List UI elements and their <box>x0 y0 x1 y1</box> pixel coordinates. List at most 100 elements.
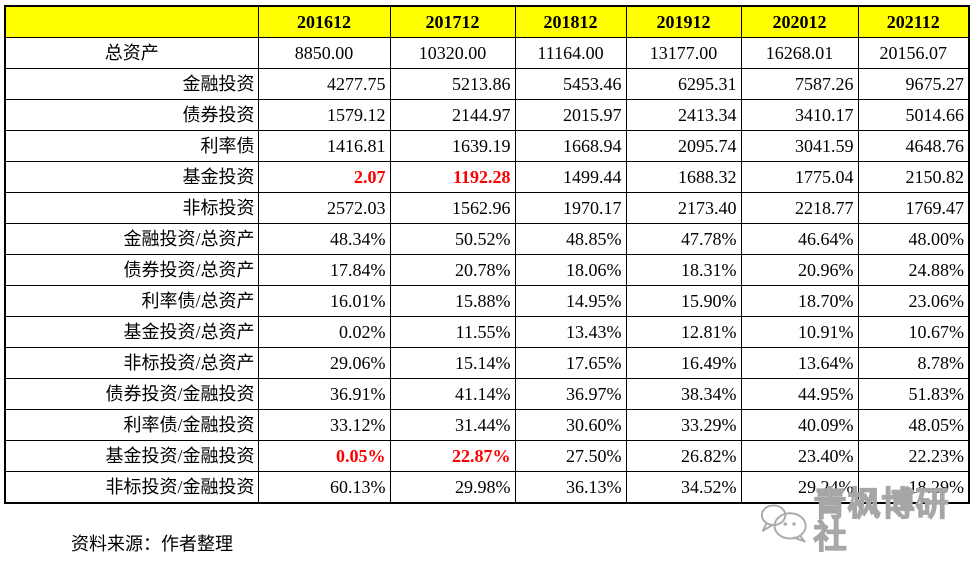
value-cell: 33.29% <box>625 409 742 441</box>
value-cell: 18.06% <box>514 254 627 286</box>
value-cell: 1775.04 <box>740 161 859 193</box>
financial-data-table: 201612 201712 201812 201912 202012 20211… <box>4 5 970 504</box>
value-cell: 30.60% <box>514 409 627 441</box>
row-label: 债券投资/总资产 <box>4 254 259 286</box>
table-row: 非标投资/总资产 29.06% 15.14% 17.65% 16.49% 13.… <box>4 347 970 379</box>
value-cell: 48.00% <box>857 223 970 255</box>
row-label: 金融投资 <box>4 68 259 100</box>
table-row: 基金投资 2.07 1192.28 1499.44 1688.32 1775.0… <box>4 161 970 193</box>
value-cell: 18.31% <box>625 254 742 286</box>
row-label: 总资产 <box>4 37 259 69</box>
year-header: 201912 <box>625 5 742 38</box>
value-cell: 11.55% <box>389 316 516 348</box>
year-header: 202012 <box>740 5 859 38</box>
value-cell: 1416.81 <box>257 130 391 162</box>
row-label: 利率债/总资产 <box>4 285 259 317</box>
value-cell: 31.44% <box>389 409 516 441</box>
value-cell: 13.43% <box>514 316 627 348</box>
value-cell: 4277.75 <box>257 68 391 100</box>
value-cell: 8850.00 <box>257 37 391 69</box>
table-row: 金融投资 4277.75 5213.86 5453.46 6295.31 758… <box>4 68 970 100</box>
row-label: 基金投资 <box>4 161 259 193</box>
value-cell: 2150.82 <box>857 161 970 193</box>
value-cell: 23.06% <box>857 285 970 317</box>
value-cell: 2095.74 <box>625 130 742 162</box>
value-cell: 1668.94 <box>514 130 627 162</box>
value-cell: 5014.66 <box>857 99 970 131</box>
value-cell: 1562.96 <box>389 192 516 224</box>
table-row: 非标投资 2572.03 1562.96 1970.17 2173.40 221… <box>4 192 970 224</box>
row-label: 利率债 <box>4 130 259 162</box>
value-cell: 36.13% <box>514 471 627 504</box>
year-header: 201612 <box>257 5 391 38</box>
value-cell: 50.52% <box>389 223 516 255</box>
row-label: 非标投资/总资产 <box>4 347 259 379</box>
value-cell: 60.13% <box>257 471 391 504</box>
value-cell: 11164.00 <box>514 37 627 69</box>
source-note: 资料来源：作者整理 <box>71 534 233 554</box>
value-cell: 1769.47 <box>857 192 970 224</box>
value-cell: 3410.17 <box>740 99 859 131</box>
value-cell: 2173.40 <box>625 192 742 224</box>
value-cell: 15.88% <box>389 285 516 317</box>
value-cell: 41.14% <box>389 378 516 410</box>
value-cell-highlighted: 1192.28 <box>389 161 516 193</box>
year-header: 201712 <box>389 5 516 38</box>
value-cell: 15.14% <box>389 347 516 379</box>
year-header: 202112 <box>857 5 970 38</box>
row-label: 非标投资 <box>4 192 259 224</box>
value-cell: 10320.00 <box>389 37 516 69</box>
value-cell: 48.34% <box>257 223 391 255</box>
value-cell: 48.85% <box>514 223 627 255</box>
value-cell: 5453.46 <box>514 68 627 100</box>
value-cell: 46.64% <box>740 223 859 255</box>
value-cell-highlighted: 0.05% <box>257 440 391 472</box>
value-cell: 20.96% <box>740 254 859 286</box>
value-cell-highlighted: 2.07 <box>257 161 391 193</box>
table-row: 利率债/总资产 16.01% 15.88% 14.95% 15.90% 18.7… <box>4 285 970 317</box>
value-cell: 1970.17 <box>514 192 627 224</box>
value-cell: 20156.07 <box>857 37 970 69</box>
value-cell: 0.02% <box>257 316 391 348</box>
value-cell: 2218.77 <box>740 192 859 224</box>
value-cell: 5213.86 <box>389 68 516 100</box>
table-row: 总资产 8850.00 10320.00 11164.00 13177.00 1… <box>4 37 970 69</box>
value-cell: 13.64% <box>740 347 859 379</box>
row-label: 债券投资 <box>4 99 259 131</box>
header-row: 201612 201712 201812 201912 202012 20211… <box>4 5 970 38</box>
value-cell: 2572.03 <box>257 192 391 224</box>
value-cell: 3041.59 <box>740 130 859 162</box>
value-cell: 16268.01 <box>740 37 859 69</box>
table-row: 基金投资/总资产 0.02% 11.55% 13.43% 12.81% 10.9… <box>4 316 970 348</box>
value-cell: 18.29% <box>857 471 970 504</box>
year-header: 201812 <box>514 5 627 38</box>
value-cell: 22.23% <box>857 440 970 472</box>
value-cell: 47.78% <box>625 223 742 255</box>
row-label: 基金投资/总资产 <box>4 316 259 348</box>
value-cell: 4648.76 <box>857 130 970 162</box>
value-cell: 10.67% <box>857 316 970 348</box>
table-row: 债券投资 1579.12 2144.97 2015.97 2413.34 341… <box>4 99 970 131</box>
value-cell: 15.90% <box>625 285 742 317</box>
row-label: 金融投资/总资产 <box>4 223 259 255</box>
value-cell: 44.95% <box>740 378 859 410</box>
value-cell: 8.78% <box>857 347 970 379</box>
value-cell: 36.91% <box>257 378 391 410</box>
value-cell: 36.97% <box>514 378 627 410</box>
value-cell: 1499.44 <box>514 161 627 193</box>
value-cell: 48.05% <box>857 409 970 441</box>
value-cell: 14.95% <box>514 285 627 317</box>
value-cell: 2015.97 <box>514 99 627 131</box>
row-label: 基金投资/金融投资 <box>4 440 259 472</box>
value-cell: 1688.32 <box>625 161 742 193</box>
table-row: 债券投资/金融投资 36.91% 41.14% 36.97% 38.34% 44… <box>4 378 970 410</box>
value-cell: 16.49% <box>625 347 742 379</box>
table-row: 非标投资/金融投资 60.13% 29.98% 36.13% 34.52% 29… <box>4 471 970 504</box>
value-cell: 18.70% <box>740 285 859 317</box>
value-cell: 17.84% <box>257 254 391 286</box>
value-cell: 26.82% <box>625 440 742 472</box>
value-cell: 27.50% <box>514 440 627 472</box>
value-cell: 29.06% <box>257 347 391 379</box>
row-label: 债券投资/金融投资 <box>4 378 259 410</box>
value-cell: 24.88% <box>857 254 970 286</box>
